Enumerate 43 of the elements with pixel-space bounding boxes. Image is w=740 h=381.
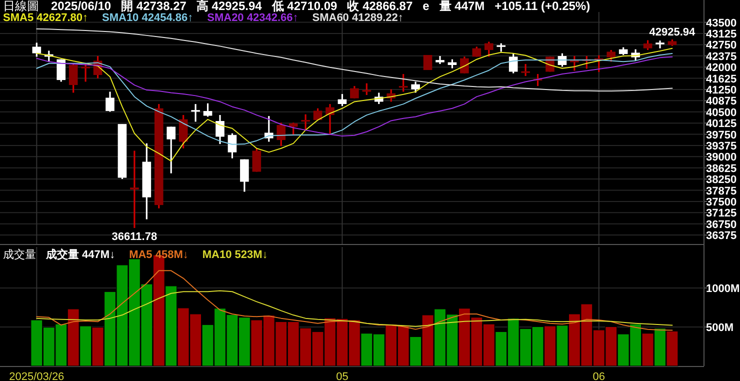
- y-tick-label: 40875: [706, 96, 737, 108]
- legend: SMA10 42454.86↑: [102, 12, 194, 24]
- y-tick-label: 37500: [706, 196, 737, 208]
- y-tick-label: 40500: [706, 106, 737, 119]
- y-tick-label: 36375: [706, 230, 737, 242]
- x-tick-label: 2025/03/26: [9, 371, 64, 381]
- annotation: e: [422, 0, 430, 13]
- y-tick-label: 500M: [706, 322, 734, 334]
- chart-title: 成交量: [3, 248, 36, 261]
- legend: SMA60 41289.22↑: [312, 12, 404, 24]
- annotation: 2025/06/10: [51, 0, 112, 13]
- x-tick-label: 06: [592, 371, 606, 381]
- y-tick-label: 38625: [706, 162, 737, 175]
- legend: SMA20 42342.66↑: [207, 12, 298, 24]
- annotation: +105.11 (+0.25%): [494, 0, 590, 13]
- y-tick-label: 40125: [706, 118, 737, 130]
- annotation: 36611.78: [112, 230, 158, 243]
- y-tick-label: 42000: [706, 62, 737, 74]
- x-tick-label: 05: [336, 371, 348, 381]
- y-tick-label: 41625: [706, 73, 737, 86]
- y-tick-label: 39750: [706, 129, 737, 142]
- annotation: 收 42866.87: [347, 0, 413, 13]
- y-tick-label: 42375: [706, 50, 737, 63]
- annotation: 開 42738.27: [121, 0, 187, 13]
- y-tick-label: 41250: [706, 84, 737, 96]
- annotation: 成交量 447M↓: [45, 248, 116, 261]
- annotation: 42925.94: [649, 26, 696, 38]
- legend: MA10 523M↓: [202, 249, 268, 261]
- y-tick-label: 43500: [706, 17, 737, 30]
- y-tick-label: 43125: [706, 28, 737, 40]
- annotation: 量 447M: [438, 0, 485, 13]
- legend: MA5 458M↓: [129, 249, 188, 261]
- y-tick-label: 1000M: [706, 282, 740, 295]
- chart-title: 日線圖: [3, 0, 39, 13]
- y-tick-label: 42750: [706, 40, 737, 52]
- annotation: 低 42710.09: [270, 0, 338, 13]
- y-tick-label: 36750: [706, 218, 737, 231]
- y-tick-label: 37125: [706, 208, 737, 220]
- legend: SMA5 42627.80↑: [3, 12, 88, 24]
- y-tick-label: 37875: [706, 185, 737, 198]
- y-tick-label: 38250: [706, 174, 737, 186]
- y-tick-label: 39000: [706, 152, 737, 164]
- y-tick-label: 39375: [706, 140, 737, 152]
